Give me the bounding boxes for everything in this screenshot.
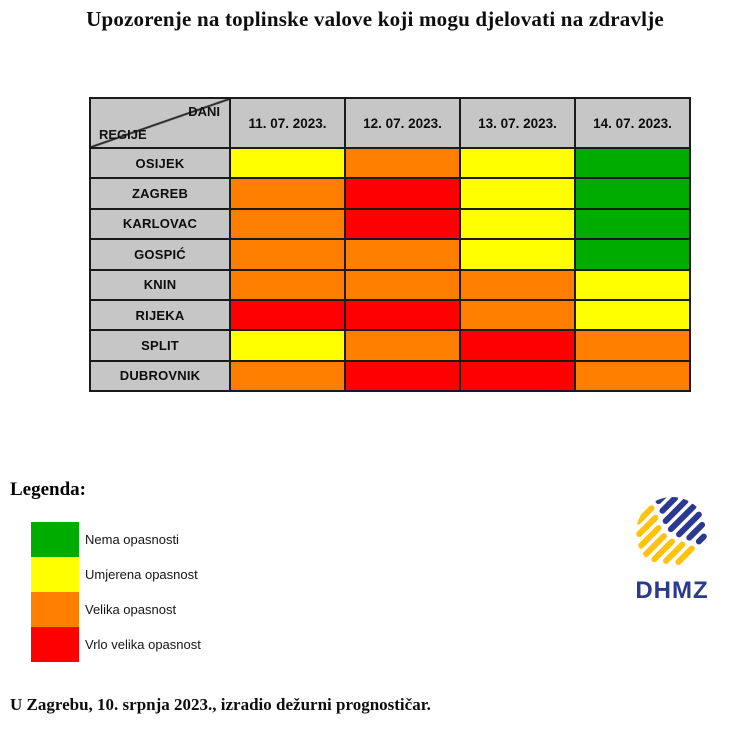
warning-cell [576, 331, 689, 360]
region-cell: ZAGREB [91, 179, 229, 208]
warning-cell [231, 149, 344, 178]
legend-swatch [31, 557, 79, 592]
warning-cell [576, 149, 689, 178]
warning-cell [231, 300, 344, 330]
date-header-cell: 13. 07. 2023. [461, 99, 574, 147]
dhmz-logo: DHMZ [629, 495, 715, 605]
warning-cell [231, 209, 344, 239]
legend-item: Nema opasnosti [31, 522, 201, 557]
page-title: Upozorenje na toplinske valove koji mogu… [86, 7, 664, 31]
warning-cell [461, 361, 574, 391]
legend-label: Velika opasnost [85, 602, 177, 617]
footer-note: U Zagrebu, 10. srpnja 2023., izradio dež… [10, 695, 431, 714]
legend-item: Vrlo velika opasnost [31, 627, 201, 662]
warning-cell [231, 179, 344, 208]
legend-heading: Legenda: [10, 479, 86, 500]
warning-cell [346, 149, 459, 178]
warning-cell [346, 300, 459, 330]
warning-cell [231, 240, 344, 269]
warning-cell [461, 240, 574, 269]
warning-cell [461, 209, 574, 239]
heat-warning-table: DANI REGIJE 11. 07. 2023. 12. 07. 2023. 13… [89, 97, 691, 393]
date-header-cell: 11. 07. 2023. [231, 99, 344, 147]
warning-cell [231, 361, 344, 391]
region-cell: KNIN [91, 270, 229, 299]
warning-cell [576, 179, 689, 208]
legend-label: Umjerena opasnost [85, 567, 198, 582]
legend-item: Velika opasnost [31, 592, 201, 627]
warning-cell [461, 179, 574, 208]
warning-cell [346, 179, 459, 208]
legend-item: Umjerena opasnost [31, 557, 201, 592]
legend: Nema opasnosti Umjerena opasnost Velika op… [31, 522, 201, 662]
legend-label: Nema opasnosti [85, 532, 179, 547]
region-cell: RIJEKA [91, 300, 229, 330]
warning-cell [461, 331, 574, 360]
corner-label-dani: DANI [188, 104, 220, 119]
corner-label-regije: REGIJE [99, 127, 147, 142]
warning-cell [576, 270, 689, 299]
warning-cell [461, 149, 574, 178]
warning-cell [576, 209, 689, 239]
legend-swatch [31, 592, 79, 627]
warning-cell [461, 300, 574, 330]
date-header-cell: 14. 07. 2023. [576, 99, 689, 147]
warning-cell [346, 361, 459, 391]
warning-cell [346, 270, 459, 299]
dhmz-globe-icon [636, 497, 708, 569]
warning-cell [576, 361, 689, 391]
warning-cell [346, 209, 459, 239]
warning-cell [231, 270, 344, 299]
warning-cell [231, 331, 344, 360]
dhmz-logo-text: DHMZ [635, 577, 709, 604]
region-cell: OSIJEK [91, 149, 229, 178]
date-header-cell: 12. 07. 2023. [346, 99, 459, 147]
legend-swatch [31, 522, 79, 557]
warning-cell [461, 270, 574, 299]
region-cell: SPLIT [91, 331, 229, 360]
table-corner-cell: DANI REGIJE [91, 99, 229, 147]
warning-cell [346, 240, 459, 269]
warning-cell [576, 240, 689, 269]
region-cell: GOSPIĆ [91, 240, 229, 269]
region-cell: DUBROVNIK [91, 361, 229, 391]
legend-swatch [31, 627, 79, 662]
warning-cell [576, 300, 689, 330]
region-cell: KARLOVAC [91, 209, 229, 239]
legend-label: Vrlo velika opasnost [85, 637, 201, 652]
warning-cell [346, 331, 459, 360]
